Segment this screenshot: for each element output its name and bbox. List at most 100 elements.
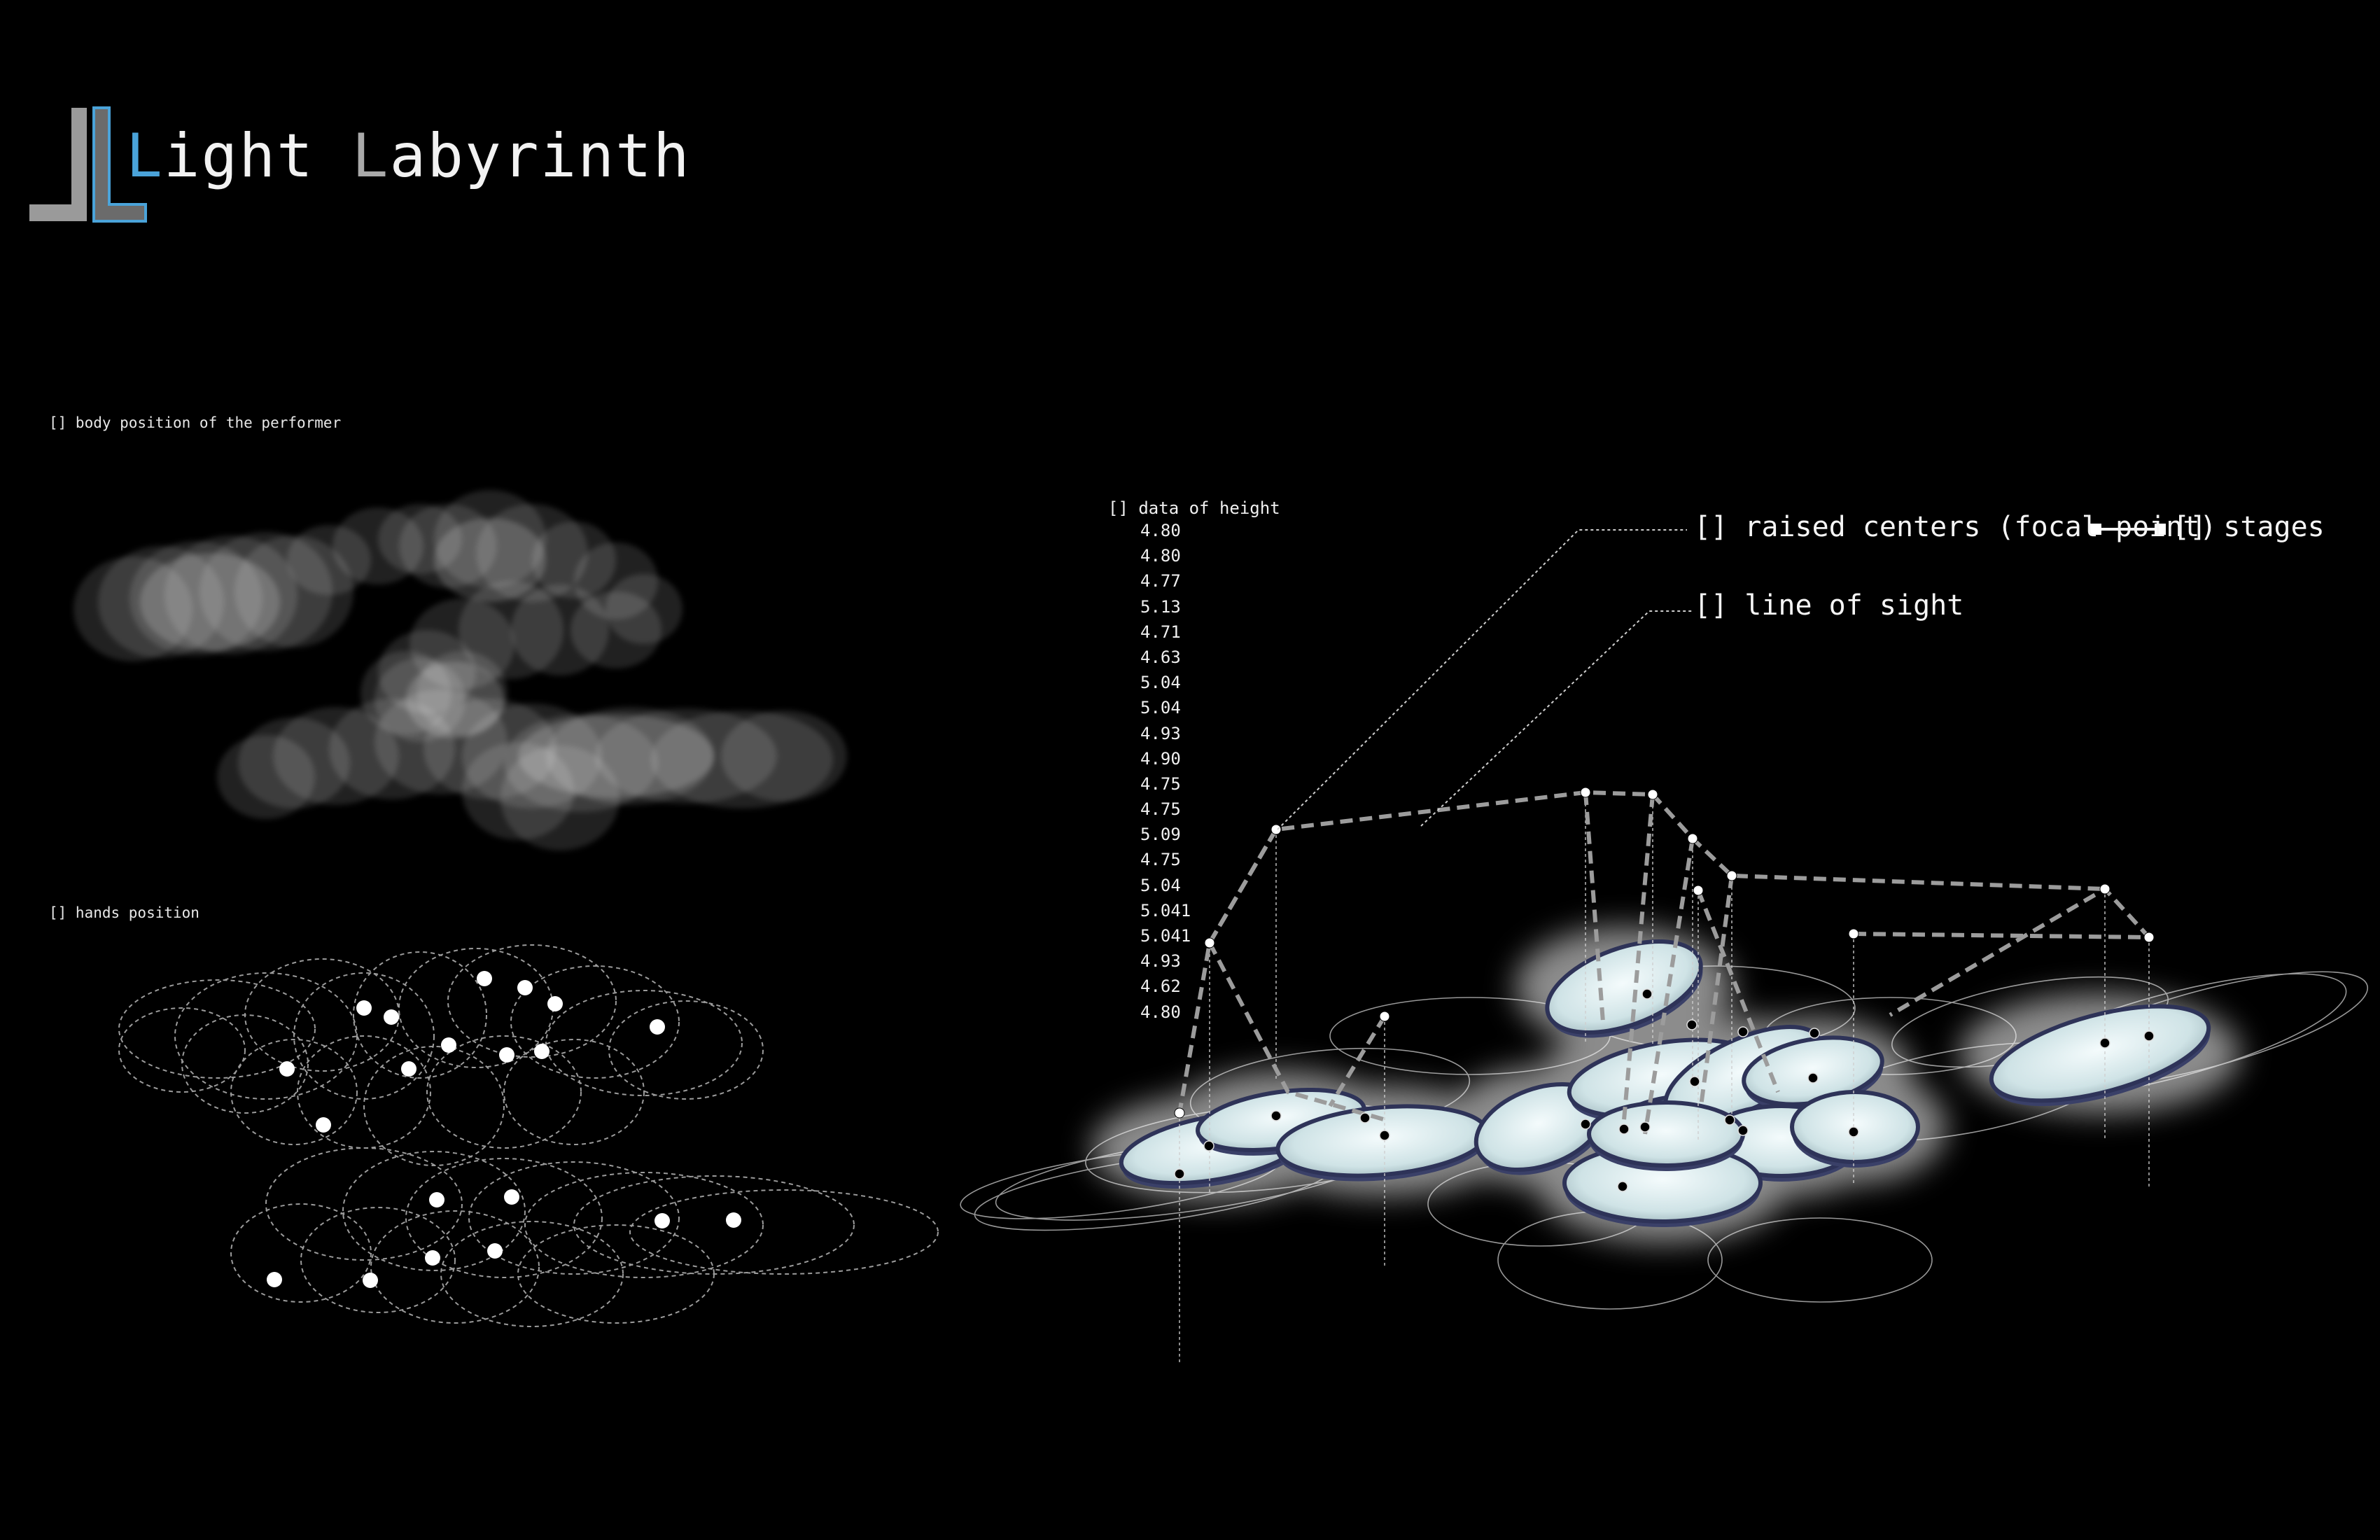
body-position-label: [] body position of the performer — [49, 414, 342, 431]
focal-point — [2143, 932, 2155, 943]
height-value: 5.04 — [1140, 673, 1181, 693]
height-value: 4.62 — [1140, 976, 1181, 997]
title-first-letter: L — [126, 121, 164, 191]
line-of-sight — [1696, 889, 1780, 1093]
body-position-core — [518, 714, 714, 798]
stage-center-point — [1807, 1072, 1819, 1084]
height-value: 4.93 — [1140, 723, 1181, 743]
height-value: 4.80 — [1140, 521, 1181, 540]
hands-path-ring — [517, 1224, 715, 1324]
stage-center-point — [1689, 1076, 1700, 1087]
stage-center-point — [1686, 1019, 1698, 1030]
height-value: 5.04 — [1140, 875, 1181, 895]
hand-position-dot — [316, 1117, 331, 1133]
focal-point — [1848, 928, 1859, 939]
hands-path-ring — [503, 1039, 645, 1145]
line-of-sight — [1208, 941, 1387, 1122]
stage-center-point — [2099, 1037, 2110, 1049]
hand-position-dot — [267, 1272, 282, 1287]
height-value: 5.04 — [1140, 698, 1181, 718]
hand-position-dot — [384, 1009, 399, 1025]
stage-center-point — [1174, 1168, 1185, 1180]
stage-center-point — [2143, 1030, 2155, 1042]
legend-raised-centers: [] raised centers (focal point) — [1694, 511, 2217, 543]
hand-position-dot — [547, 996, 563, 1011]
height-data-list: [] data of height 4.80 4.80 4.77 5.13 4.71 4.… — [1108, 498, 1280, 1025]
height-value: 4.93 — [1140, 951, 1181, 972]
hand-position-dot — [279, 1061, 295, 1077]
hands-path-ring — [297, 1035, 431, 1149]
hand-position-dot — [441, 1037, 456, 1053]
line-of-sight — [1853, 886, 2154, 1017]
line-of-sight — [1328, 1015, 1387, 1107]
height-value: 4.75 — [1140, 799, 1181, 820]
height-value: 4.71 — [1140, 622, 1181, 642]
hands-path-ring — [447, 944, 617, 1058]
hand-position-dot — [401, 1061, 416, 1077]
line-of-sight — [1208, 790, 2106, 944]
focal-point — [1647, 789, 1658, 800]
hand-position-dot — [425, 1250, 440, 1266]
height-value: 4.90 — [1140, 748, 1181, 769]
hands-path-ring — [174, 972, 358, 1100]
hands-path-ring — [524, 1172, 764, 1278]
hand-position-dot — [654, 1213, 670, 1228]
height-value: 5.13 — [1140, 596, 1181, 617]
height-data-heading: [] data of height — [1108, 498, 1280, 518]
body-position-core — [434, 518, 546, 602]
height-value: 4.75 — [1140, 774, 1181, 794]
page-title: Light Labyrinth — [126, 126, 691, 186]
logo-icon — [29, 106, 147, 223]
stage-center-point — [1639, 1121, 1651, 1133]
stage-disc — [1587, 1100, 1745, 1168]
title-word1: ight — [163, 121, 352, 191]
hands-path-ring — [545, 990, 743, 1096]
focal-point — [1174, 1107, 1185, 1119]
body-position-core — [406, 662, 504, 738]
stage-center-point — [1359, 1112, 1371, 1124]
hand-position-dot — [487, 1243, 503, 1259]
focal-point — [1204, 937, 1215, 948]
line-of-sight — [1622, 794, 1655, 1121]
leader-line-line-of-sight — [1420, 610, 1694, 827]
stage-center-point — [1737, 1125, 1749, 1136]
stage-disc — [1989, 1004, 2211, 1103]
hand-position-dot — [650, 1019, 665, 1035]
body-position-core — [140, 553, 280, 651]
hands-path-ring — [181, 1014, 309, 1114]
hand-position-dot — [429, 1192, 444, 1208]
stage-center-point — [1270, 1110, 1282, 1121]
legend-line-of-sight: [] line of sight — [1694, 589, 1964, 622]
stage-center-point — [1848, 1126, 1859, 1138]
hands-path-ring — [353, 951, 487, 1079]
hand-position-dot — [504, 1189, 519, 1205]
hands-path-ring — [342, 1151, 526, 1271]
stage-orbit-ring — [1707, 1217, 1933, 1303]
stage-center-point — [1737, 1026, 1749, 1037]
title-second-letter: L — [351, 121, 390, 191]
hand-position-dot — [363, 1273, 378, 1288]
focal-point — [2099, 883, 2110, 895]
stage-center-point — [1809, 1028, 1820, 1039]
height-value: 5.041 — [1140, 926, 1191, 946]
body-position-blob — [217, 735, 315, 819]
focal-point — [1693, 885, 1704, 896]
hands-path-ring — [608, 1000, 764, 1100]
focal-point — [1687, 833, 1698, 844]
stage-center-point — [1617, 1181, 1628, 1192]
height-value: 5.041 — [1140, 900, 1191, 920]
stage-center-point — [1642, 988, 1653, 1000]
hand-position-dot — [534, 1044, 550, 1059]
line-of-sight — [1643, 838, 1695, 1135]
stage-center-point — [1618, 1124, 1630, 1135]
line-of-sight — [1177, 828, 1278, 1114]
hands-position-label: [] hands position — [49, 904, 200, 921]
hands-path-ring — [468, 1161, 680, 1275]
stage-center-point — [1203, 1140, 1214, 1152]
height-value: 4.77 — [1140, 571, 1181, 592]
hands-path-ring — [118, 1007, 246, 1093]
body-position-blob — [721, 710, 847, 802]
focal-point — [1270, 824, 1282, 835]
